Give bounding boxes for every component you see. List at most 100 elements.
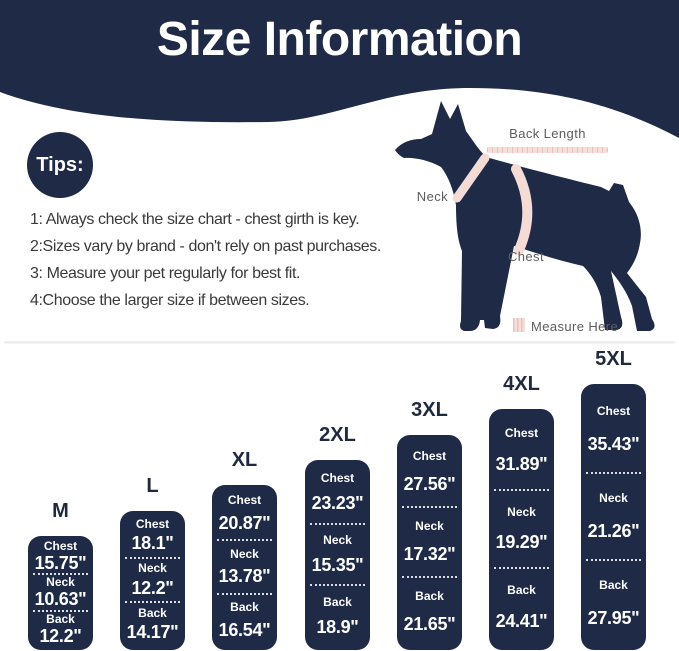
dashed-divider — [402, 576, 457, 578]
size-label: 2XL — [319, 424, 356, 446]
dog-silhouette-icon — [395, 101, 655, 331]
dashed-divider — [586, 472, 641, 474]
measure-name: Back — [230, 600, 259, 615]
size-column-3xl: 3XL Chest 27.56" Neck 17.32" Back 21.65" — [397, 399, 462, 650]
header-wave-shape — [0, 0, 679, 138]
section-divider — [4, 341, 675, 343]
measure-value: 13.78" — [218, 566, 271, 587]
dashed-divider — [310, 522, 365, 525]
measure-value: 16.54" — [218, 619, 271, 640]
measure-value: 21.65" — [403, 614, 456, 634]
dashed-divider — [310, 584, 365, 587]
measure-section: Back 16.54" — [212, 595, 277, 646]
size-label: L — [146, 475, 159, 497]
dashed-divider — [494, 488, 549, 491]
dashed-divider — [125, 556, 180, 559]
measure-value: 12.2" — [131, 577, 174, 598]
measure-section: Chest 20.87" — [212, 488, 277, 539]
measure-value: 27.95" — [587, 608, 640, 629]
measure-name: Back — [415, 589, 444, 603]
tips-list: 1: Always check the size chart - chest g… — [30, 206, 381, 314]
size-column-l: L Chest 18.1" Neck 12.2" Back 14.17" — [120, 475, 185, 650]
measure-section: Back 24.41" — [489, 569, 554, 646]
measure-section: Back 21.65" — [397, 578, 462, 646]
measure-section: Neck 10.63" — [28, 575, 93, 609]
back-length-tape-icon — [487, 147, 608, 153]
size-bar: Chest 23.23" Neck 15.35" Back 18.9" — [305, 460, 370, 650]
measure-value: 27.56" — [403, 474, 456, 494]
tip-line: 1: Always check the size chart - chest g… — [30, 211, 360, 228]
measure-name: Chest — [504, 425, 539, 440]
measure-value: 20.87" — [218, 512, 271, 533]
size-label: 4XL — [503, 373, 540, 395]
measure-value: 23.23" — [311, 493, 364, 514]
size-column-m: M Chest 15.75" Neck 10.63" Back 12.2" — [28, 500, 93, 650]
measure-value: 35.43" — [587, 434, 640, 455]
measure-value: 14.17" — [126, 622, 179, 643]
measure-section: Neck 17.32" — [397, 508, 462, 576]
dashed-divider — [402, 506, 457, 508]
measure-section: Chest 31.89" — [489, 412, 554, 489]
measure-name: Back — [599, 577, 628, 592]
measure-value: 10.63" — [34, 589, 87, 610]
measure-section: Chest 15.75" — [28, 539, 93, 573]
size-label: 3XL — [411, 399, 448, 421]
size-bar: Chest 31.89" Neck 19.29" Back 24.41" — [489, 409, 554, 650]
tips-badge: Tips: — [27, 132, 93, 198]
neck-label: Neck — [416, 189, 448, 204]
dashed-divider — [33, 573, 88, 576]
measure-section: Chest 27.56" — [397, 438, 462, 506]
measure-value: 15.75" — [34, 553, 87, 573]
measure-name: Back — [507, 583, 536, 598]
measure-value: 12.2" — [39, 625, 82, 646]
measure-section: Neck 21.26" — [581, 474, 646, 559]
measure-value: 31.89" — [495, 453, 548, 474]
measure-here-label: Measure Here — [531, 319, 619, 334]
dashed-divider — [217, 592, 272, 595]
size-bar: Chest 15.75" Neck 10.63" Back 12.2" — [28, 536, 93, 650]
measure-name: Chest — [43, 539, 78, 553]
measure-section: Chest 35.43" — [581, 387, 646, 472]
measure-name: Chest — [320, 471, 355, 486]
measure-name: Neck — [599, 490, 628, 505]
measure-value: 24.41" — [495, 611, 548, 632]
tip-line: 2:Sizes vary by brand - don't rely on pa… — [30, 238, 381, 255]
measure-name: Neck — [230, 546, 259, 561]
measure-section: Neck 13.78" — [212, 541, 277, 592]
size-bar: Chest 35.43" Neck 21.26" Back 27.95" — [581, 384, 646, 650]
dashed-divider — [217, 539, 272, 542]
measure-name: Back — [46, 611, 75, 626]
measure-name: Neck — [138, 561, 167, 576]
measure-section: Back 12.2" — [28, 612, 93, 646]
measure-section: Back 18.9" — [305, 586, 370, 646]
measure-name: Back — [138, 605, 167, 620]
measure-name: Back — [323, 594, 352, 609]
measure-name: Neck — [415, 519, 444, 533]
size-label: 5XL — [595, 348, 632, 370]
size-bar: Chest 20.87" Neck 13.78" Back 16.54" — [212, 485, 277, 650]
size-chart: M Chest 15.75" Neck 10.63" Back 12.2" L Chest 18.… — [0, 342, 679, 651]
size-label: M — [52, 500, 69, 522]
measure-name: Chest — [227, 493, 262, 508]
size-bar: Chest 27.56" Neck 17.32" Back 21.65" — [397, 435, 462, 650]
measure-section: Neck 19.29" — [489, 491, 554, 568]
measure-name: Neck — [46, 575, 75, 590]
tips-badge-label: Tips: — [36, 153, 84, 176]
back-length-label: Back Length — [509, 126, 586, 141]
measure-section: Chest 18.1" — [120, 514, 185, 557]
measure-section: Chest 23.23" — [305, 463, 370, 523]
chest-label: Chest — [508, 249, 544, 264]
measure-value: 18.1" — [131, 533, 174, 554]
measure-value: 19.29" — [495, 532, 548, 553]
size-column-5xl: 5XL Chest 35.43" Neck 21.26" Back 27.95" — [581, 348, 646, 650]
measure-section: Back 14.17" — [120, 603, 185, 646]
size-label: XL — [231, 449, 258, 471]
measure-name: Neck — [323, 532, 352, 547]
page-title: Size Information — [156, 13, 523, 66]
measure-value: 18.9" — [316, 616, 359, 637]
measure-value: 21.26" — [587, 521, 640, 542]
measure-section: Neck 15.35" — [305, 525, 370, 585]
dashed-divider — [33, 609, 88, 612]
measure-name: Chest — [135, 516, 170, 531]
